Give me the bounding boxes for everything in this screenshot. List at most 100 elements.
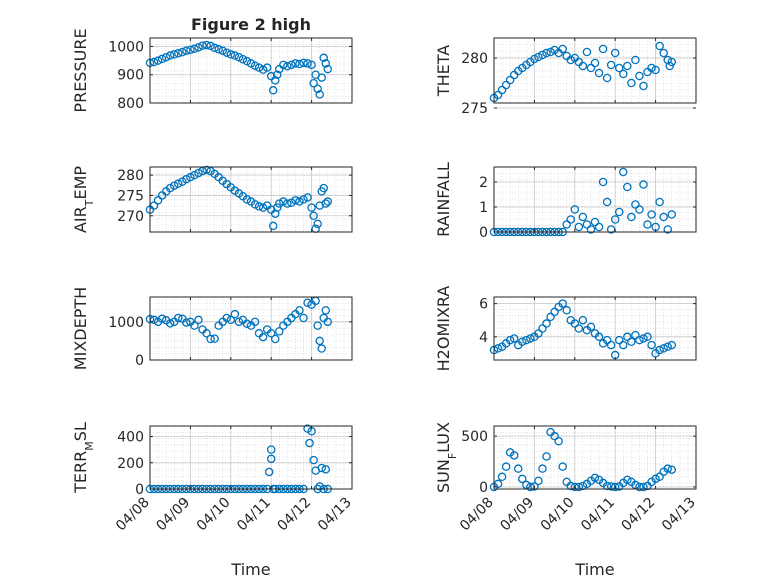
data-point (635, 482, 644, 492)
data-point (586, 225, 596, 234)
data-point (562, 306, 571, 315)
x-tick-label: 04/13 (659, 495, 699, 535)
x-tick-label: 04/08 (457, 495, 497, 535)
data-point (635, 335, 644, 345)
data-point (590, 473, 600, 483)
data-point (313, 84, 322, 94)
subplot-mixdepth: 0 1000 MIXDEPTH (71, 287, 353, 370)
data-point (639, 81, 648, 91)
subplot-air-temp: 270 275 280 AIRTEMP (71, 165, 353, 233)
axes-box (149, 425, 353, 490)
data-point (542, 48, 551, 58)
y-axis-label: H2OMIXRA (434, 286, 453, 372)
data-point (501, 80, 511, 90)
y-tick-label: 275 (461, 101, 488, 117)
data-point (667, 340, 677, 350)
data-point (546, 312, 555, 322)
subplot-pressure: 800 900 1000 PRESSURE (71, 28, 353, 113)
data-point (313, 321, 322, 330)
data-point (639, 482, 648, 492)
data-point (627, 337, 636, 347)
data-point (663, 342, 672, 351)
data-point (258, 65, 268, 74)
y-tick-label: 0 (479, 225, 488, 241)
data-point (530, 482, 539, 491)
data-point (194, 315, 203, 325)
axes-box (493, 296, 697, 361)
data-point (303, 59, 312, 68)
y-axis-label: THETA (434, 45, 453, 97)
data-point (602, 481, 612, 491)
data-point (534, 329, 543, 338)
data-point (319, 183, 328, 193)
data-point (194, 43, 203, 52)
data-point (594, 222, 604, 232)
data-point (210, 43, 219, 53)
y-tick-label: 0 (135, 482, 144, 498)
data-point (586, 322, 596, 332)
x-tick-label: 04/09 (497, 495, 537, 535)
y-tick-label: 1 (479, 200, 488, 216)
y-axis-label: TERRMSL (71, 422, 96, 494)
data-point (313, 219, 322, 229)
data-point (242, 319, 252, 328)
y-tick-label: 800 (117, 96, 144, 112)
data-point (619, 69, 628, 79)
data-point (295, 59, 304, 69)
data-point (258, 203, 268, 212)
data-point (315, 90, 324, 99)
y-tick-label: 1000 (108, 315, 144, 331)
data-point (295, 197, 304, 206)
data-point (542, 319, 551, 328)
data-point (667, 210, 677, 219)
data-point (309, 78, 318, 88)
data-point (210, 334, 219, 343)
data-point (606, 340, 616, 350)
y-tick-label: 900 (117, 68, 144, 84)
data-point (161, 52, 171, 62)
data-point (578, 315, 588, 325)
data-point (619, 340, 628, 350)
data-point (178, 47, 187, 57)
data-point (323, 197, 333, 206)
data-point (266, 329, 276, 338)
data-point (266, 454, 276, 464)
data-point (266, 445, 276, 454)
data-point (534, 52, 543, 62)
data-point (550, 307, 559, 317)
data-point (663, 225, 672, 234)
data-point (623, 475, 632, 485)
data-point (509, 451, 519, 460)
x-tick-label: 04/10 (194, 495, 234, 535)
x-tick-label: 04/13 (315, 495, 355, 535)
data-point (566, 55, 576, 65)
data-point (283, 199, 292, 208)
data-point (190, 44, 199, 53)
data-point (317, 463, 326, 473)
data-point (558, 44, 567, 54)
data-point (230, 51, 240, 60)
data-point (659, 48, 668, 58)
data-point (174, 313, 183, 323)
data-point (619, 167, 628, 177)
x-tick-label: 04/08 (113, 495, 153, 535)
data-point (174, 49, 183, 58)
data-point (222, 313, 232, 323)
data-point (305, 438, 314, 448)
data-point (614, 63, 624, 73)
data-point (299, 195, 308, 204)
data-point (279, 197, 288, 206)
data-point (157, 54, 167, 64)
data-point (246, 59, 256, 68)
data-point (321, 465, 330, 474)
data-point (186, 172, 195, 182)
data-point (631, 330, 640, 340)
data-point (169, 181, 179, 190)
data-point (202, 329, 211, 338)
data-point (169, 50, 179, 59)
axes-box (149, 37, 353, 104)
data-point (538, 50, 547, 60)
data-point (631, 55, 640, 65)
data-point (309, 211, 318, 220)
data-point (655, 345, 664, 355)
